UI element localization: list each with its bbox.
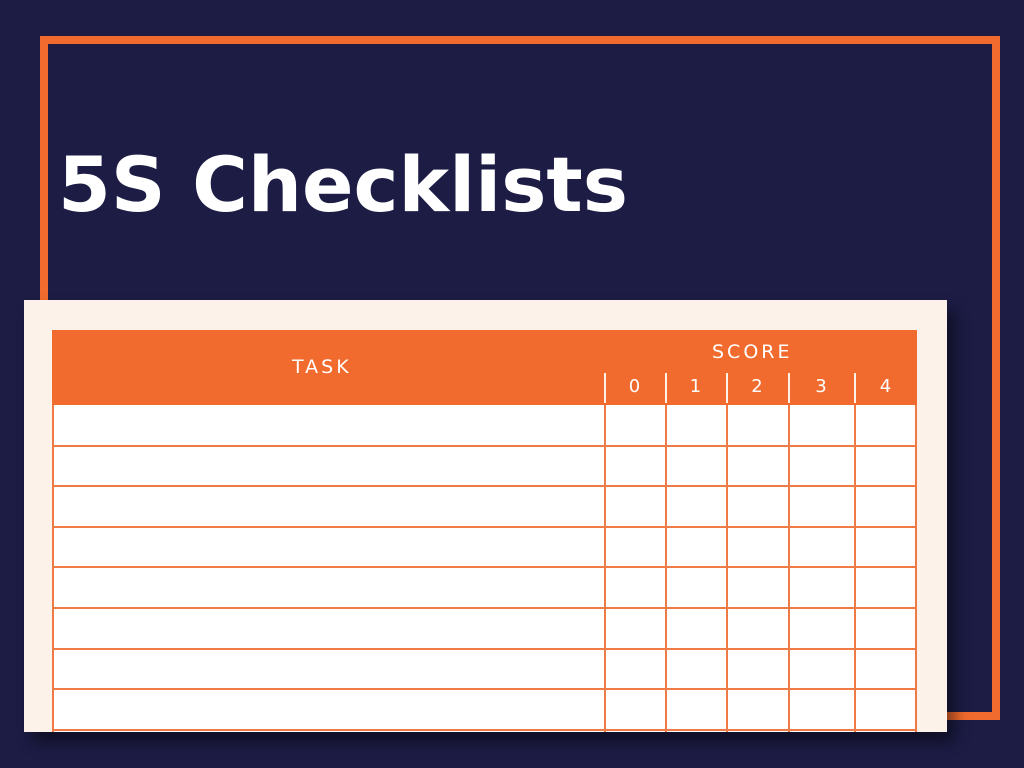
table-column-line [788, 405, 790, 732]
score-level-2: 2 [751, 376, 763, 397]
score-divider [788, 373, 790, 403]
table-column-line [665, 405, 667, 732]
score-level-4: 4 [879, 376, 892, 397]
score-divider [726, 373, 728, 403]
table-column-line [604, 405, 606, 732]
table-header: TASK SCORE 0 1 2 3 4 [52, 330, 917, 405]
score-level-3: 3 [815, 376, 827, 397]
table-row-line [52, 485, 917, 488]
table-row-line [52, 607, 917, 609]
table-row-line [52, 688, 917, 691]
table-column-line [915, 405, 917, 732]
score-divider [604, 373, 606, 403]
table-row-line [52, 647, 917, 650]
table-body [52, 405, 917, 732]
score-level-1: 1 [689, 376, 702, 397]
task-column-header: TASK [292, 356, 352, 378]
table-column-line [52, 405, 54, 732]
table-row-line [52, 566, 917, 569]
table-row-line [52, 525, 917, 528]
score-divider [854, 373, 856, 403]
table-column-line [726, 405, 728, 732]
score-column-header: SCORE [712, 341, 793, 363]
score-divider [665, 373, 667, 403]
page-title: 5S Checklists [58, 140, 628, 229]
table-column-line [854, 405, 856, 732]
table-row-line [52, 444, 917, 447]
score-level-0: 0 [628, 376, 641, 397]
table-row-line [52, 728, 917, 731]
